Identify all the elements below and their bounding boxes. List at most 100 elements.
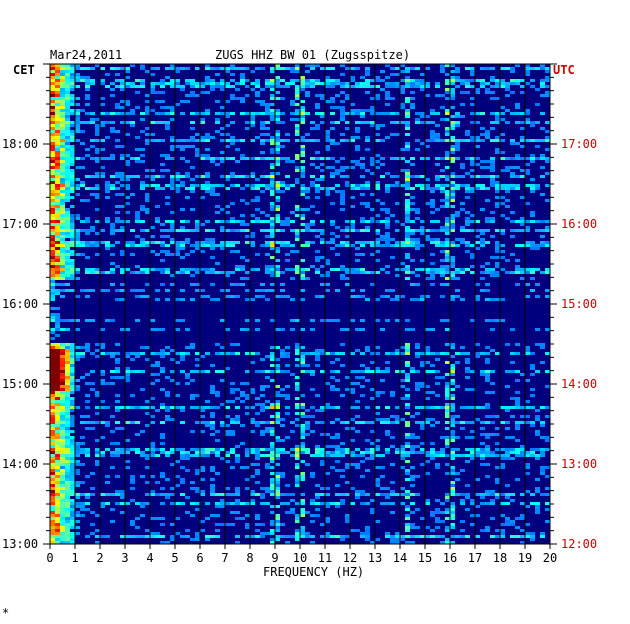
spectrogram-cell: [70, 226, 75, 229]
spectrogram-cell: [295, 448, 300, 451]
spectrogram-cell: [410, 523, 415, 526]
spectrogram-cell: [365, 346, 370, 349]
spectrogram-cell: [65, 412, 70, 415]
spectrogram-cell: [250, 88, 255, 91]
spectrogram-cell: [105, 220, 110, 223]
spectrogram-cell: [445, 64, 450, 67]
spectrogram-cell: [60, 238, 65, 241]
spectrogram-cell: [70, 181, 75, 184]
spectrogram-cell: [460, 520, 465, 523]
spectrogram-cell: [285, 295, 290, 298]
spectrogram-cell: [495, 205, 500, 208]
spectrogram-cell: [340, 268, 345, 271]
spectrogram-cell: [385, 85, 390, 88]
spectrogram-cell: [175, 145, 180, 148]
spectrogram-cell: [440, 190, 445, 193]
spectrogram-cell: [295, 535, 300, 538]
spectrogram-cell: [390, 538, 395, 541]
spectrogram-cell: [70, 538, 75, 541]
spectrogram-cell: [215, 130, 220, 133]
spectrogram-cell: [495, 442, 500, 445]
spectrogram-cell: [60, 226, 65, 229]
spectrogram-cell: [305, 433, 310, 436]
spectrogram-cell: [95, 184, 100, 187]
spectrogram-cell: [415, 382, 420, 385]
spectrogram-cell: [385, 220, 390, 223]
spectrogram-cell: [70, 172, 75, 175]
spectrogram-cell: [55, 274, 60, 277]
spectrogram-cell: [50, 133, 55, 136]
spectrogram-cell: [180, 448, 185, 451]
spectrogram-cell: [85, 400, 90, 403]
spectrogram-cell: [225, 124, 230, 127]
spectrogram-cell: [160, 541, 165, 544]
spectrogram-cell: [510, 406, 515, 409]
spectrogram-cell: [175, 190, 180, 193]
spectrogram-cell: [225, 430, 230, 433]
spectrogram-cell: [60, 451, 65, 454]
spectrogram-cell: [405, 193, 410, 196]
spectrogram-cell: [390, 73, 395, 76]
spectrogram-cell: [135, 235, 140, 238]
spectrogram-cell: [445, 409, 450, 412]
spectrogram-cell: [65, 517, 70, 520]
spectrogram-cell: [155, 517, 160, 520]
spectrogram-cell: [160, 421, 165, 424]
spectrogram-cell: [530, 424, 535, 427]
spectrogram-cell: [525, 163, 530, 166]
spectrogram-cell: [465, 67, 470, 70]
spectrogram-cell: [325, 262, 330, 265]
spectrogram-cell: [65, 511, 70, 514]
spectrogram-cell: [55, 523, 60, 526]
spectrogram-cell: [315, 106, 320, 109]
spectrogram-cell: [205, 220, 210, 223]
spectrogram-cell: [75, 451, 80, 454]
spectrogram-cell: [190, 136, 195, 139]
spectrogram-cell: [270, 178, 275, 181]
spectrogram-cell: [75, 166, 80, 169]
spectrogram-cell: [390, 244, 395, 247]
spectrogram-cell: [440, 520, 445, 523]
spectrogram-cell: [405, 178, 410, 181]
spectrogram-cell: [295, 91, 300, 94]
spectrogram-cell: [295, 388, 300, 391]
spectrogram-cell: [55, 475, 60, 478]
spectrogram-cell: [65, 478, 70, 481]
spectrogram-cell: [445, 406, 450, 409]
spectrogram-cell: [250, 124, 255, 127]
spectrogram-cell: [230, 271, 235, 274]
spectrogram-cell: [440, 139, 445, 142]
spectrogram-cell: [115, 400, 120, 403]
spectrogram-cell: [60, 76, 65, 79]
spectrogram-cell: [195, 184, 200, 187]
spectrogram-cell: [485, 346, 490, 349]
spectrogram-cell: [85, 97, 90, 100]
spectrogram-cell: [65, 247, 70, 250]
spectrogram-cell: [60, 505, 65, 508]
spectrogram-cell: [455, 175, 460, 178]
spectrogram-cell: [370, 85, 375, 88]
spectrogram-cell: [85, 187, 90, 190]
spectrogram-cell: [400, 79, 405, 82]
spectrogram-cell: [55, 103, 60, 106]
spectrogram-cell: [295, 349, 300, 352]
spectrogram-cell: [70, 406, 75, 409]
spectrogram-cell: [60, 349, 65, 352]
spectrogram-cell: [490, 271, 495, 274]
spectrogram-cell: [420, 268, 425, 271]
spectrogram-cell: [505, 109, 510, 112]
spectrogram-cell: [65, 343, 70, 346]
spectrogram-cell: [170, 157, 175, 160]
spectrogram-cell: [405, 469, 410, 472]
spectrogram-cell: [280, 418, 285, 421]
spectrogram-cell: [250, 502, 255, 505]
spectrogram-cell: [325, 190, 330, 193]
spectrogram-cell: [270, 232, 275, 235]
spectrogram-cell: [55, 166, 60, 169]
spectrogram-cell: [510, 352, 515, 355]
spectrogram-cell: [295, 181, 300, 184]
spectrogram-cell: [395, 448, 400, 451]
spectrogram-cell: [200, 454, 205, 457]
spectrogram-cell: [350, 529, 355, 532]
spectrogram-cell: [465, 241, 470, 244]
